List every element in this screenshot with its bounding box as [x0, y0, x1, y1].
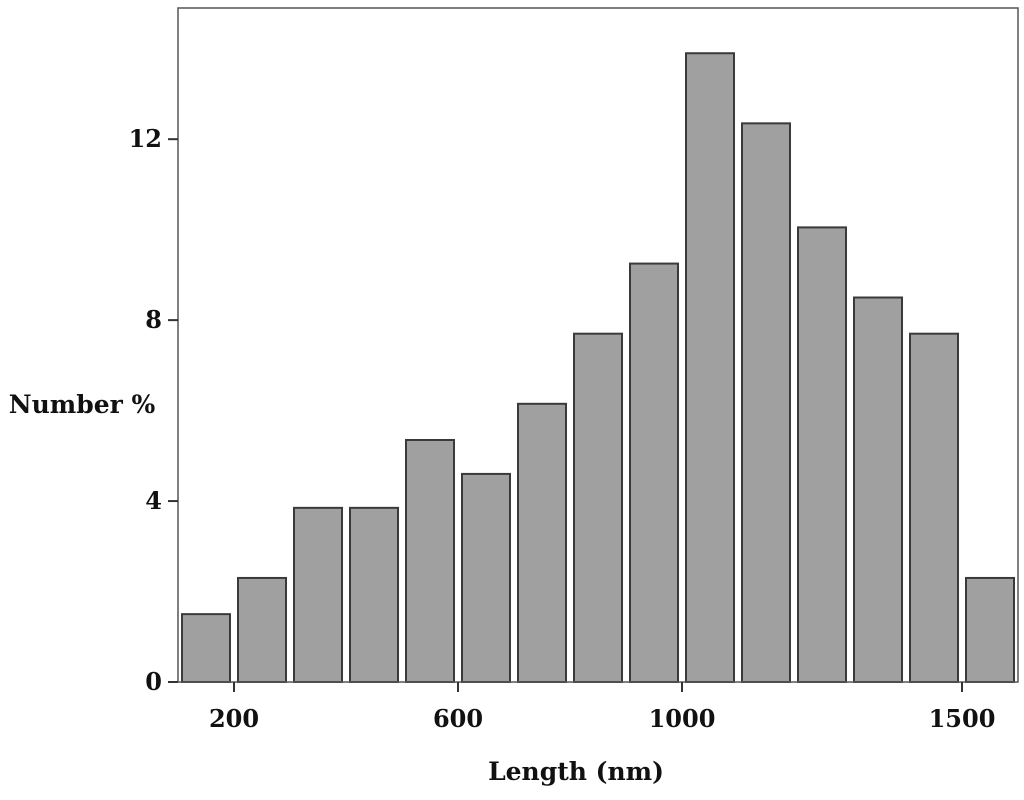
y-tick-label: 8: [145, 305, 162, 334]
y-tick-label: 0: [145, 667, 162, 696]
histogram-bar: [237, 576, 287, 683]
y-tick-label: 12: [129, 124, 162, 153]
x-tick-label: 1000: [649, 704, 716, 733]
bars-group: [181, 52, 1015, 684]
histogram-bar: [685, 52, 735, 683]
y-tick-label: 4: [145, 486, 162, 515]
x-axis-label: Length (nm): [488, 757, 664, 786]
x-tick-label: 1500: [929, 704, 996, 733]
plot-frame: [177, 7, 1019, 683]
histogram-bar: [797, 226, 847, 684]
histogram-bar: [405, 438, 455, 683]
histogram-bar: [293, 506, 343, 683]
histogram-bar: [629, 262, 679, 683]
x-axis: 200 600 1000 1500: [209, 682, 995, 733]
histogram-bar: [517, 402, 567, 683]
histogram-bar: [461, 472, 511, 683]
histogram-bar: [741, 122, 791, 683]
histogram-bar: [349, 506, 399, 683]
histogram-bar: [181, 613, 231, 683]
histogram-bar: [909, 332, 959, 683]
x-tick-label: 200: [209, 704, 259, 733]
histogram-bar: [573, 332, 623, 683]
y-axis: 0 4 8 12: [129, 124, 178, 696]
x-tick-label: 600: [433, 704, 483, 733]
y-axis-label: Number %: [9, 390, 156, 419]
histogram-bar: [853, 296, 903, 683]
histogram-bar: [965, 576, 1015, 683]
